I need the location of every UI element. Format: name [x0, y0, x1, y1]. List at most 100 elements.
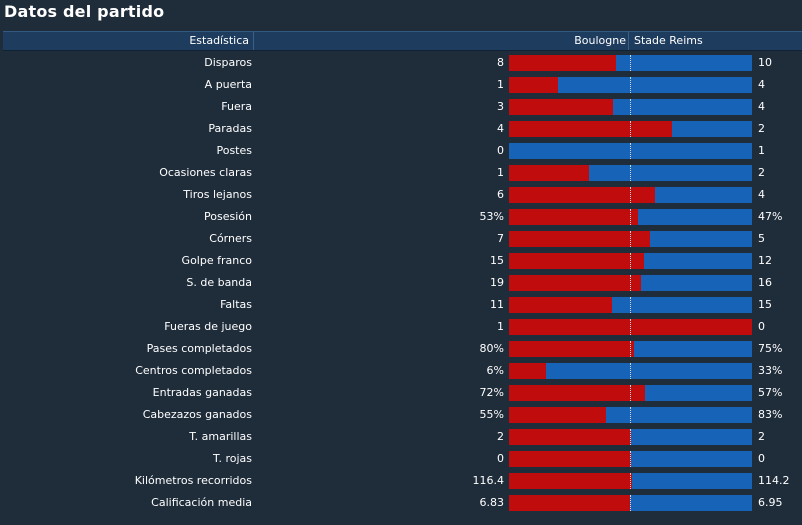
home-value: 8	[497, 56, 504, 69]
stat-row: Calificación media 6.83 6.95	[0, 492, 802, 514]
home-value: 19	[490, 276, 504, 289]
midpoint-line	[630, 451, 631, 467]
away-value: 15	[758, 298, 772, 311]
comparison-bar	[509, 297, 752, 313]
away-value: 0	[758, 452, 765, 465]
column-header-statistic[interactable]: Estadística	[3, 32, 254, 50]
home-value: 6%	[486, 364, 504, 377]
midpoint-line	[630, 407, 631, 423]
home-bar-fill	[509, 121, 672, 137]
away-value: 114.2	[758, 474, 790, 487]
comparison-bar	[509, 209, 752, 225]
stat-label: Faltas	[220, 298, 252, 311]
midpoint-line	[630, 165, 631, 181]
stat-label: A puerta	[204, 78, 252, 91]
midpoint-line	[630, 495, 631, 511]
comparison-bar	[509, 253, 752, 269]
home-bar-fill	[509, 363, 546, 379]
comparison-bar	[509, 495, 752, 511]
stat-row: A puerta 1 4	[0, 74, 802, 96]
midpoint-line	[630, 275, 631, 291]
comparison-bar	[509, 407, 752, 423]
comparison-bar	[509, 77, 752, 93]
midpoint-line	[630, 77, 631, 93]
midpoint-line	[630, 363, 631, 379]
midpoint-line	[630, 55, 631, 71]
home-value: 1	[497, 320, 504, 333]
comparison-bar	[509, 385, 752, 401]
home-value: 53%	[479, 210, 504, 223]
home-bar-fill	[509, 187, 655, 203]
stat-label: T. amarillas	[189, 430, 252, 443]
stat-label: Centros completados	[135, 364, 252, 377]
away-value: 2	[758, 166, 765, 179]
stat-label: Tiros lejanos	[183, 188, 252, 201]
home-bar-fill	[509, 341, 634, 357]
midpoint-line	[630, 297, 631, 313]
comparison-bar	[509, 429, 752, 445]
midpoint-line	[630, 473, 631, 489]
stat-label: Córners	[209, 232, 252, 245]
stat-row: Centros completados 6% 33%	[0, 360, 802, 382]
stat-row: Faltas 11 15	[0, 294, 802, 316]
stat-row: T. rojas 0 0	[0, 448, 802, 470]
home-value: 2	[497, 430, 504, 443]
midpoint-line	[630, 209, 631, 225]
home-bar-fill	[509, 495, 630, 511]
away-value: 83%	[758, 408, 783, 421]
comparison-bar	[509, 187, 752, 203]
midpoint-line	[630, 231, 631, 247]
home-bar-fill	[509, 473, 632, 489]
away-value: 33%	[758, 364, 783, 377]
midpoint-line	[630, 253, 631, 269]
column-header-home-team[interactable]: Boulogne	[255, 32, 629, 50]
home-value: 15	[490, 254, 504, 267]
stat-row: Disparos 8 10	[0, 52, 802, 74]
stat-row: Cabezazos ganados 55% 83%	[0, 404, 802, 426]
stat-label: T. rojas	[213, 452, 252, 465]
home-bar-fill	[509, 99, 613, 115]
away-value: 10	[758, 56, 772, 69]
home-value: 7	[497, 232, 504, 245]
column-header-away-team[interactable]: Stade Reims	[634, 34, 703, 47]
stat-row: Fueras de juego 1 0	[0, 316, 802, 338]
home-bar-fill	[509, 275, 641, 291]
stat-row: Entradas ganadas 72% 57%	[0, 382, 802, 404]
home-bar-fill	[509, 55, 616, 71]
stat-label: Fuera	[221, 100, 252, 113]
home-bar-fill	[509, 429, 631, 445]
stat-row: Córners 7 5	[0, 228, 802, 250]
home-bar-fill	[509, 407, 606, 423]
midpoint-line	[630, 385, 631, 401]
away-value: 12	[758, 254, 772, 267]
stat-label: Calificación media	[151, 496, 252, 509]
comparison-bar	[509, 341, 752, 357]
home-value: 4	[497, 122, 504, 135]
stat-row: Pases completados 80% 75%	[0, 338, 802, 360]
stat-label: Posesión	[204, 210, 252, 223]
midpoint-line	[630, 319, 631, 335]
stat-row: Posesión 53% 47%	[0, 206, 802, 228]
stat-label: Disparos	[204, 56, 252, 69]
comparison-bar	[509, 165, 752, 181]
comparison-bar	[509, 275, 752, 291]
stat-row: Paradas 4 2	[0, 118, 802, 140]
stat-label: Kilómetros recorridos	[134, 474, 252, 487]
comparison-bar	[509, 143, 752, 159]
comparison-bar	[509, 99, 752, 115]
midpoint-line	[630, 341, 631, 357]
away-value: 4	[758, 188, 765, 201]
away-value: 75%	[758, 342, 783, 355]
home-bar-fill	[509, 77, 558, 93]
home-bar-fill	[509, 231, 650, 247]
away-value: 2	[758, 122, 765, 135]
away-value: 4	[758, 100, 765, 113]
stat-label: Pases completados	[146, 342, 252, 355]
comparison-bar	[509, 451, 752, 467]
stat-label: Paradas	[208, 122, 252, 135]
stat-label: Golpe franco	[181, 254, 252, 267]
comparison-bar	[509, 319, 752, 335]
home-value: 6.83	[479, 496, 505, 509]
home-value: 0	[497, 452, 504, 465]
home-bar-fill	[509, 165, 589, 181]
